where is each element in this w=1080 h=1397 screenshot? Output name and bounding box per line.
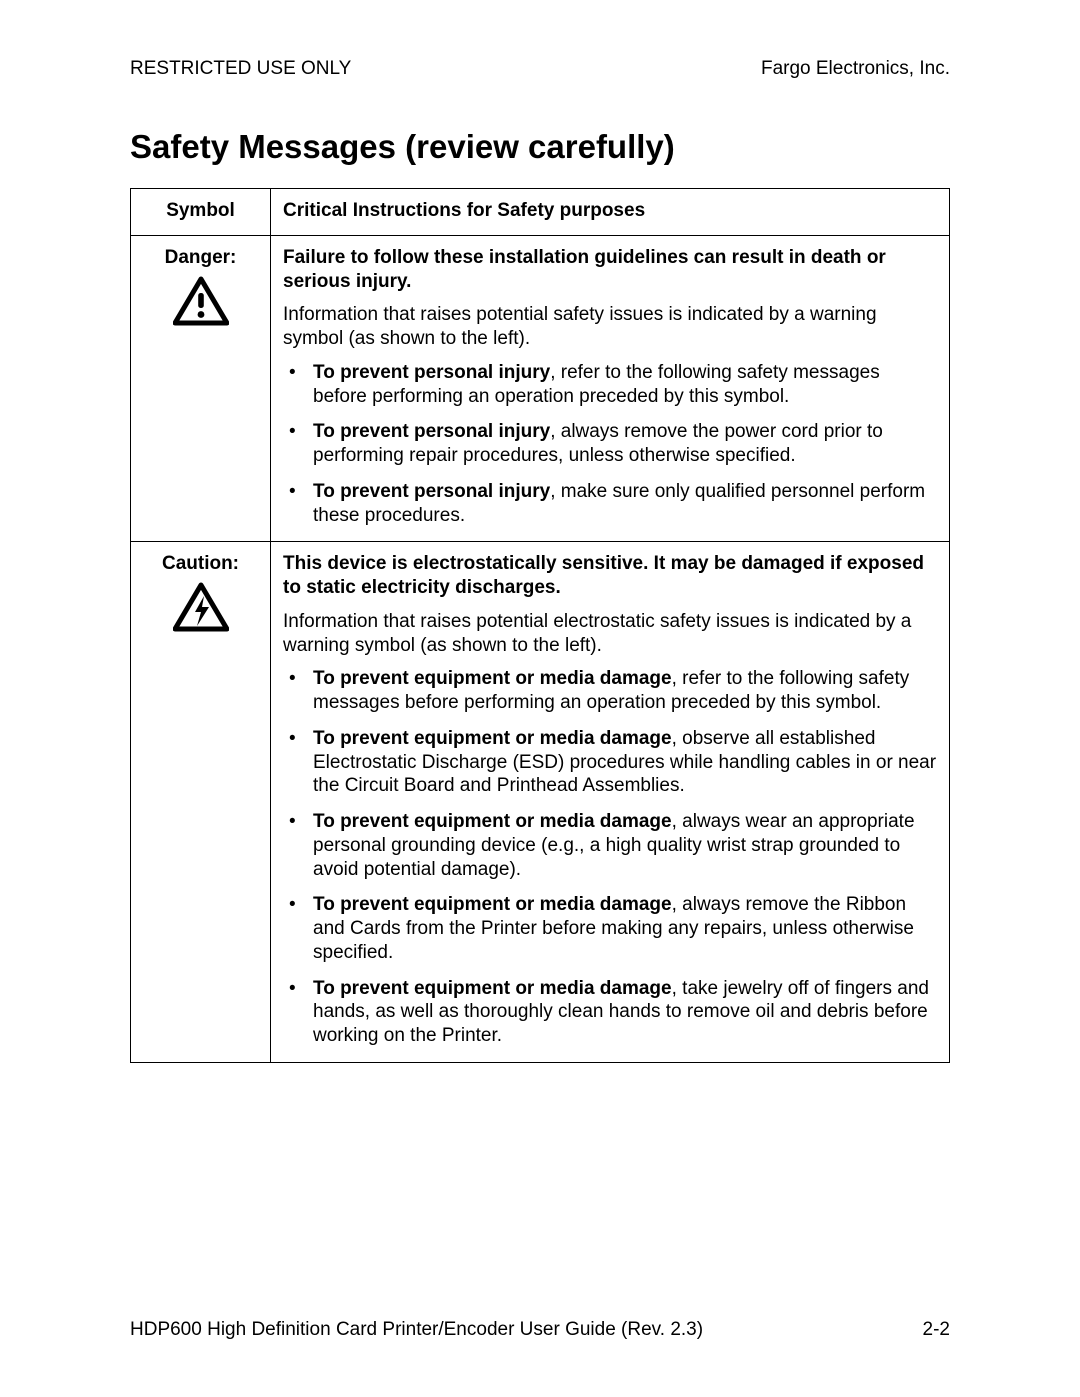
list-item: To prevent personal injury, always remov…: [283, 420, 937, 468]
header-right: Fargo Electronics, Inc.: [761, 58, 950, 80]
table-row: Caution: This device is electrostaticall…: [131, 542, 950, 1063]
list-item: To prevent equipment or media damage, ta…: [283, 977, 937, 1048]
symbol-label: Caution:: [143, 552, 258, 576]
bullet-list: To prevent equipment or media damage, re…: [283, 667, 937, 1048]
list-item: To prevent equipment or media damage, al…: [283, 893, 937, 964]
danger-icon: [143, 276, 258, 326]
col-header-instructions: Critical Instructions for Safety purpose…: [271, 189, 950, 236]
list-item: To prevent equipment or media damage, al…: [283, 810, 937, 881]
symbol-cell-danger: Danger:: [131, 235, 271, 542]
caution-esd-icon: [143, 582, 258, 632]
instructions-cell-danger: Failure to follow these installation gui…: [271, 235, 950, 542]
lead-text: Information that raises potential safety…: [283, 303, 937, 351]
page-header: RESTRICTED USE ONLY Fargo Electronics, I…: [130, 58, 950, 80]
footer-left: HDP600 High Definition Card Printer/Enco…: [130, 1319, 703, 1341]
lead-text: Information that raises potential electr…: [283, 610, 937, 658]
lead-bold: Failure to follow these installation gui…: [283, 246, 937, 294]
list-item: To prevent equipment or media damage, re…: [283, 667, 937, 715]
col-header-symbol: Symbol: [131, 189, 271, 236]
bullet-list: To prevent personal injury, refer to the…: [283, 361, 937, 528]
table-row: Danger: Failure to follow these installa…: [131, 235, 950, 542]
page-title: Safety Messages (review carefully): [130, 128, 950, 166]
symbol-label: Danger:: [143, 246, 258, 270]
symbol-cell-caution: Caution:: [131, 542, 271, 1063]
instructions-cell-caution: This device is electrostatically sensiti…: [271, 542, 950, 1063]
page-footer: HDP600 High Definition Card Printer/Enco…: [130, 1319, 950, 1341]
lead-bold: This device is electrostatically sensiti…: [283, 552, 937, 600]
footer-right: 2-2: [923, 1319, 950, 1341]
list-item: To prevent personal injury, refer to the…: [283, 361, 937, 409]
page-content: RESTRICTED USE ONLY Fargo Electronics, I…: [0, 0, 1080, 1063]
header-left: RESTRICTED USE ONLY: [130, 58, 351, 80]
list-item: To prevent personal injury, make sure on…: [283, 480, 937, 528]
safety-table: Symbol Critical Instructions for Safety …: [130, 188, 950, 1063]
list-item: To prevent equipment or media damage, ob…: [283, 727, 937, 798]
